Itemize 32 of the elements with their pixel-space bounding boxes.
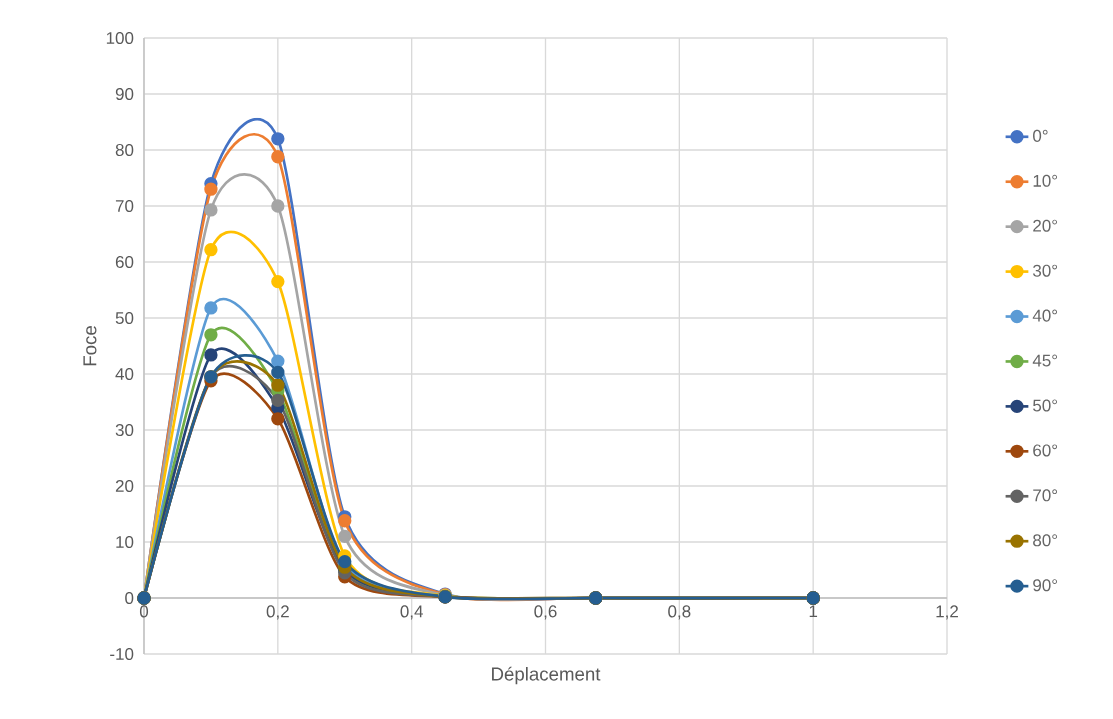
y-tick-label: -10 (110, 647, 134, 661)
y-tick-label: 30 (115, 423, 134, 437)
legend-label: 20° (1033, 219, 1058, 232)
x-tick-label: 0,4 (400, 605, 423, 620)
x-tick-label: 1 (809, 605, 818, 618)
y-tick-label: 60 (115, 255, 134, 269)
legend-label: 90° (1033, 579, 1058, 592)
x-tick-label: 0,2 (266, 605, 289, 620)
legend-label: 80° (1033, 534, 1058, 547)
y-tick-label: 50 (115, 311, 134, 325)
y-tick-label: 90 (115, 87, 134, 101)
y-tick-label: 10 (116, 535, 134, 549)
x-axis-title: Déplacement (492, 666, 601, 685)
x-tick-label: 0,6 (534, 605, 557, 620)
x-tick-label: 0 (139, 605, 149, 618)
legend-label: 70° (1033, 489, 1058, 502)
legend-label: 0° (1033, 129, 1048, 142)
legend-label: 45° (1032, 354, 1058, 367)
legend-label: 40° (1032, 309, 1058, 322)
y-axis-title: Foce (83, 326, 97, 366)
legend-label: 30° (1033, 264, 1058, 277)
y-tick-label: 70 (115, 199, 134, 213)
y-tick-label: 0 (125, 591, 134, 605)
legend-label: 60° (1033, 444, 1058, 457)
legend-label: 50° (1033, 399, 1058, 412)
x-tick-label: 1,2 (936, 605, 958, 620)
legend-label: 10° (1033, 174, 1058, 187)
x-tick-label: 0,8 (668, 605, 691, 620)
y-tick-label: 80 (115, 143, 134, 157)
y-tick-label: 40 (115, 367, 134, 381)
y-tick-label: 20 (115, 479, 134, 493)
y-tick-label: 100 (106, 31, 134, 45)
